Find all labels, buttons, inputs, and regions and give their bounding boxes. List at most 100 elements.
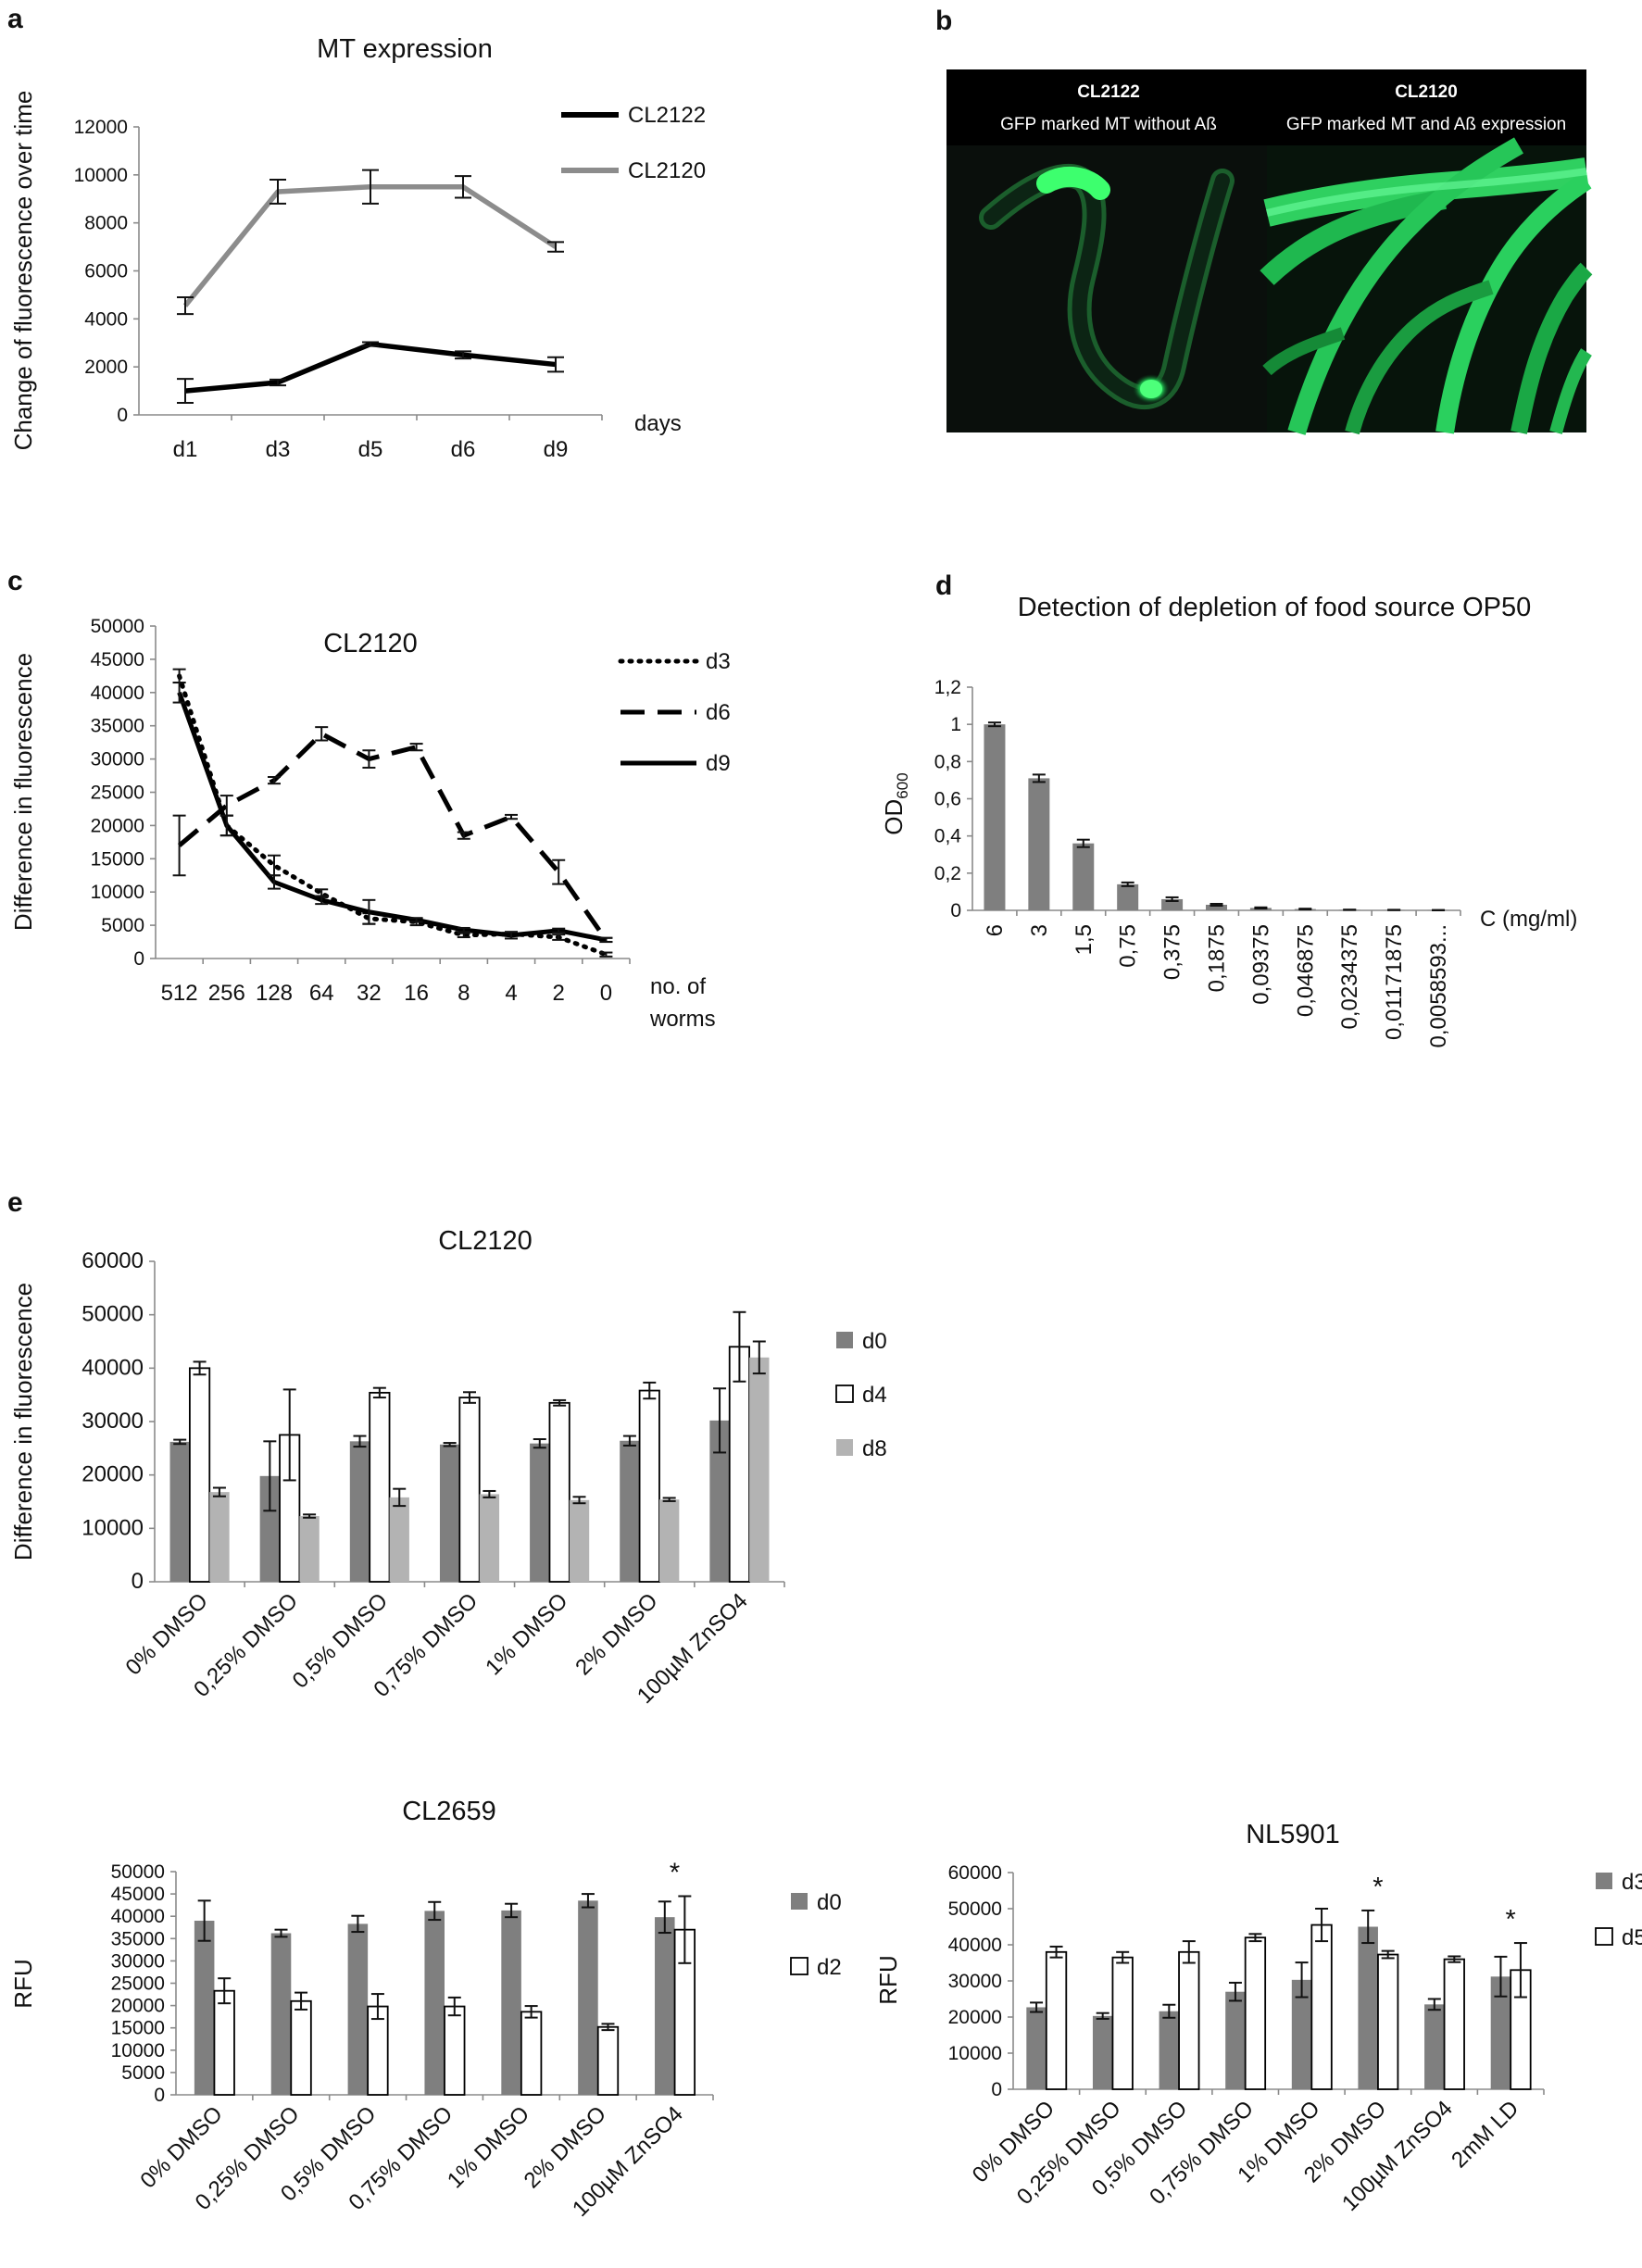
c-x-tick-label: 4 bbox=[505, 981, 517, 1006]
e3-legend-swatch-d5 bbox=[1595, 1927, 1613, 1946]
e1-y-tick-label: 0 bbox=[132, 1569, 144, 1594]
panel-letter-d: d bbox=[935, 570, 952, 601]
e1-bar-d4 bbox=[548, 1401, 570, 1583]
c-title: CL2120 bbox=[323, 629, 418, 658]
c-x-axis-label: no. of bbox=[650, 974, 706, 999]
c-legend-label-d6: d6 bbox=[706, 700, 731, 725]
chart-cl2120-worms: 0 5000 10000 15000 20000 25000 30000 35000 40000… bbox=[9, 616, 731, 1032]
e1-bar-d0 bbox=[439, 1444, 460, 1582]
e2-bar-d2 bbox=[444, 2005, 466, 2096]
d-x-tick-label: 0,046875 bbox=[1293, 924, 1318, 1017]
d-x-tick-label: 0,0058593... bbox=[1426, 924, 1451, 1047]
a-x-tick-label: d5 bbox=[358, 437, 383, 462]
e3-y-axis-label: RFU bbox=[874, 1955, 902, 2004]
a-y-axis-label: Change of fluorescence over time bbox=[9, 91, 37, 451]
e3-bar-d5 bbox=[1244, 1936, 1267, 2090]
e3-title: NL5901 bbox=[1246, 1820, 1340, 1849]
c-series-line-d6 bbox=[177, 731, 608, 942]
c-y-tick-label: 40000 bbox=[91, 683, 144, 704]
d-y-tick-label: 1,2 bbox=[934, 677, 961, 698]
panel-letter-c: c bbox=[7, 566, 23, 596]
e3-bar-d3 bbox=[1092, 2015, 1113, 2089]
d-x-tick-label: 1,5 bbox=[1072, 924, 1097, 955]
e1-bar-d0 bbox=[259, 1475, 281, 1582]
micrograph-left-subtitle: GFP marked MT without Aß bbox=[1000, 115, 1217, 134]
e2-y-tick-label: 5000 bbox=[121, 2062, 165, 2084]
e3-bar-d5 bbox=[1178, 1950, 1200, 2090]
e3-bar-d5 bbox=[1045, 1950, 1068, 2090]
e1-bar-d0 bbox=[620, 1440, 640, 1582]
e1-bar-d8 bbox=[569, 1499, 590, 1582]
d-bar bbox=[1072, 843, 1095, 910]
a-series-line-CL2122 bbox=[184, 341, 557, 394]
d-x-tick-label: 3 bbox=[1027, 924, 1052, 936]
e1-title: CL2120 bbox=[438, 1226, 533, 1256]
c-series-line-d9 bbox=[177, 691, 607, 943]
e3-y-tick-label: 50000 bbox=[948, 1898, 1002, 1920]
worm-image-cl2122 bbox=[979, 164, 1235, 410]
e2-y-tick-label: 50000 bbox=[111, 1861, 165, 1883]
e2-bar-d0 bbox=[578, 1900, 598, 2095]
a-x-tick-label: d3 bbox=[266, 437, 291, 462]
e2-legend-swatch-d2 bbox=[790, 1957, 808, 1975]
a-y-tick-label: 6000 bbox=[84, 261, 128, 282]
e1-bar-d0 bbox=[709, 1420, 730, 1582]
c-x-tick-label: 32 bbox=[357, 981, 382, 1006]
e1-legend-swatch-d4 bbox=[835, 1385, 854, 1403]
e1-y-tick-label: 30000 bbox=[81, 1409, 144, 1434]
panel-letter-a: a bbox=[7, 4, 23, 34]
e1-y-tick-label: 20000 bbox=[81, 1462, 144, 1487]
e1-bar-d8 bbox=[479, 1494, 500, 1582]
c-y-tick-label: 10000 bbox=[91, 882, 144, 903]
d-x-tick-label: 0,1875 bbox=[1205, 924, 1230, 992]
e3-y-tick-label: 60000 bbox=[948, 1862, 1002, 1884]
e3-bar-d5 bbox=[1443, 1958, 1465, 2090]
e2-title: CL2659 bbox=[402, 1797, 496, 1826]
e1-x-tick-label: 0% DMSO bbox=[121, 1588, 213, 1680]
d-x-tick-label: 0,01171875 bbox=[1382, 924, 1407, 1040]
c-x-tick-label: 0 bbox=[600, 981, 612, 1006]
e3-bar-d3 bbox=[1291, 1979, 1312, 2089]
d-bar bbox=[1206, 904, 1227, 910]
e1-y-tick-label: 50000 bbox=[81, 1302, 144, 1327]
a-x-axis-label: days bbox=[634, 411, 682, 436]
c-y-axis-label: Difference in fluorescence bbox=[9, 653, 37, 931]
e3-y-tick-label: 40000 bbox=[948, 1935, 1002, 1956]
micrograph-left-title: CL2122 bbox=[1077, 82, 1140, 102]
c-y-tick-label: 30000 bbox=[91, 749, 144, 771]
d-x-axis-label: C (mg/ml) bbox=[1480, 907, 1577, 932]
a-y-tick-label: 2000 bbox=[84, 357, 128, 378]
a-y-tick-label: 12000 bbox=[74, 117, 128, 138]
e3-bar-d3 bbox=[1159, 2011, 1180, 2089]
c-y-tick-label: 35000 bbox=[91, 716, 144, 737]
c-x-tick-label: 256 bbox=[208, 981, 245, 1006]
e1-bar-d8 bbox=[658, 1499, 680, 1582]
c-x-tick-label: 16 bbox=[404, 981, 429, 1006]
d-bar bbox=[1028, 778, 1050, 910]
e2-y-tick-label: 15000 bbox=[111, 2018, 165, 2039]
a-y-tick-label: 4000 bbox=[84, 308, 128, 330]
d-y-tick-label: 0,8 bbox=[934, 751, 961, 772]
d-y-tick-label: 0 bbox=[950, 900, 961, 921]
e3-bar-d5 bbox=[1111, 1956, 1134, 2090]
panel-letter-e: e bbox=[7, 1187, 23, 1218]
e2-bar-d0 bbox=[655, 1917, 675, 2095]
d-x-tick-label: 0,375 bbox=[1160, 924, 1185, 980]
d-x-tick-label: 0,09375 bbox=[1248, 924, 1273, 1005]
e1-bar-d8 bbox=[299, 1516, 320, 1582]
e2-legend-label-d2: d2 bbox=[817, 1955, 842, 1980]
e1-bar-d4 bbox=[638, 1389, 660, 1583]
e1-legend-label-d8: d8 bbox=[862, 1436, 887, 1461]
e3-y-tick-label: 20000 bbox=[948, 2007, 1002, 2028]
d-x-tick-label: 0,0234375 bbox=[1337, 924, 1362, 1029]
c-x-tick-label: 8 bbox=[458, 981, 470, 1006]
e3-bar-d3 bbox=[1026, 2007, 1047, 2089]
a-series-line-CL2120 bbox=[182, 184, 558, 307]
e3-x-tick-label: 2mM LD bbox=[1447, 2096, 1523, 2173]
e1-bar-d0 bbox=[169, 1441, 190, 1582]
panel-letter-b: b bbox=[935, 6, 952, 36]
e2-legend-swatch-d0 bbox=[791, 1893, 808, 1910]
d-title: Detection of depletion of food source OP… bbox=[1018, 593, 1532, 622]
a-x-tick-label: d9 bbox=[544, 437, 569, 462]
c-y-tick-label: 0 bbox=[133, 948, 144, 970]
